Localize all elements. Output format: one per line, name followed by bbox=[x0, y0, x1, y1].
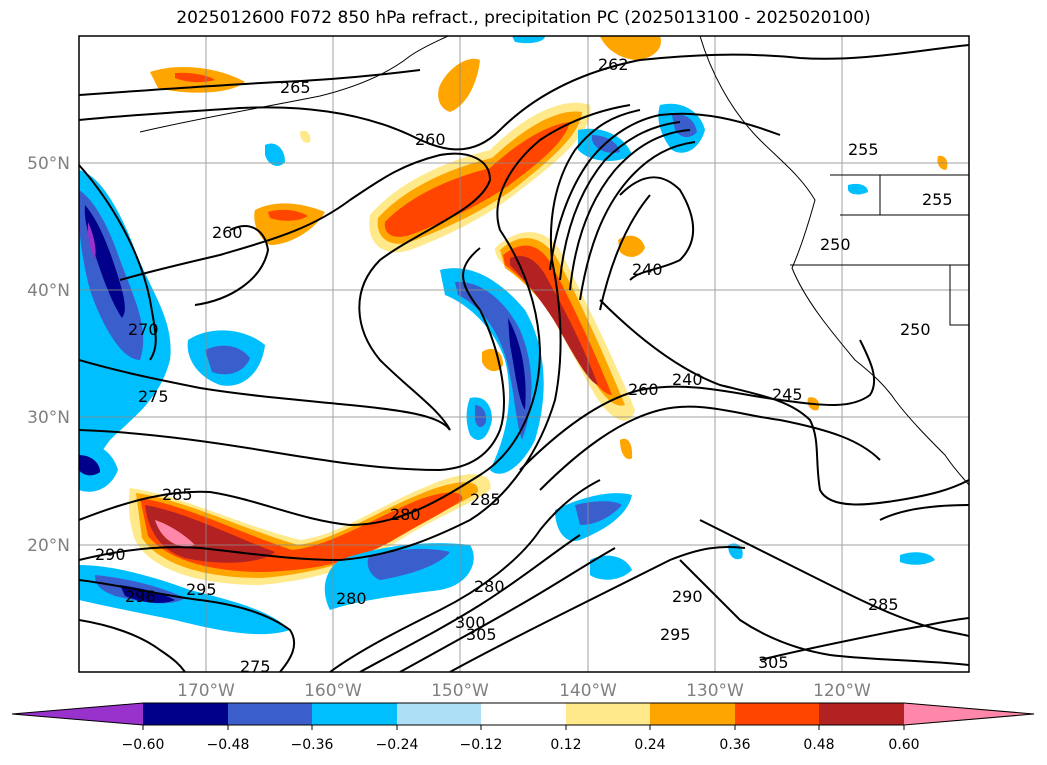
neg-patch-9 bbox=[900, 552, 935, 565]
neg-region-central-core bbox=[508, 318, 526, 410]
colorbar-segment bbox=[566, 703, 650, 725]
colorbar-tick-label: 0.36 bbox=[719, 737, 750, 753]
contour-label: 295 bbox=[186, 580, 217, 599]
pos-patch-10 bbox=[300, 130, 311, 143]
contour-label: 305 bbox=[758, 653, 789, 672]
pos-patch-2 bbox=[438, 58, 480, 112]
colorbar-segment bbox=[143, 703, 228, 725]
lon-axis: 170°W 160°W 150°W 140°W 130°W 120°W bbox=[177, 681, 871, 701]
contour-label: 255 bbox=[922, 190, 953, 209]
contour-label: 285 bbox=[162, 485, 193, 504]
contour-label: 290 bbox=[95, 545, 126, 564]
colorbar-tick-label: −0.48 bbox=[207, 737, 250, 753]
contour-label: 305 bbox=[466, 625, 497, 644]
colorbar-segment bbox=[650, 703, 735, 725]
contour-label: 260 bbox=[212, 223, 243, 242]
contour-label: 296 bbox=[125, 587, 156, 606]
lon-tick-label: 150°W bbox=[431, 681, 489, 701]
pos-region-subtropical-peak bbox=[145, 505, 275, 563]
colorbar: −0.60 −0.48 −0.36 −0.24 −0.12 0.12 0.24 … bbox=[11, 702, 1035, 753]
contour-label: 280 bbox=[336, 589, 367, 608]
contour-label: 285 bbox=[470, 490, 501, 509]
neg-patch-1-inner bbox=[205, 345, 250, 375]
neg-region-west-peak bbox=[87, 222, 96, 258]
contour-label: 280 bbox=[390, 505, 421, 524]
gridlines bbox=[79, 36, 969, 672]
colorbar-tick-label: −0.36 bbox=[291, 737, 334, 753]
lon-tick-label: 170°W bbox=[177, 681, 235, 701]
lat-tick-label: 40°N bbox=[27, 281, 70, 301]
contour-label: 300 bbox=[455, 613, 486, 632]
pos-patch-1-core bbox=[175, 72, 215, 83]
contour-label: 275 bbox=[240, 657, 271, 676]
pos-region-gulf-high bbox=[384, 122, 570, 237]
contour-label: 240 bbox=[632, 260, 663, 279]
neg-patch-8 bbox=[590, 555, 632, 580]
colorbar-segment bbox=[312, 703, 397, 725]
contour-label: 245 bbox=[772, 385, 803, 404]
contour-label: 270 bbox=[128, 320, 159, 339]
lat-tick-label: 30°N bbox=[27, 408, 70, 428]
neg-patch-7 bbox=[512, 36, 545, 44]
colorbar-tick-label: 0.12 bbox=[550, 737, 581, 753]
lat-axis: 50°N 40°N 30°N 20°N bbox=[27, 154, 70, 556]
contour-label: 260 bbox=[415, 130, 446, 149]
plot-frame bbox=[78, 35, 970, 673]
coastlines bbox=[139, 36, 969, 486]
lon-tick-label: 140°W bbox=[559, 681, 617, 701]
contour-label: 295 bbox=[660, 625, 691, 644]
precip-shading bbox=[79, 36, 948, 635]
neg-region-east-inner bbox=[575, 501, 622, 525]
colorbar-segment bbox=[735, 703, 819, 725]
colorbar-tick-label: −0.12 bbox=[460, 737, 503, 753]
colorbar-segment bbox=[397, 703, 481, 725]
contour-label: 260 bbox=[628, 380, 659, 399]
colorbar-tick-label: −0.24 bbox=[376, 737, 419, 753]
colorbar-extend-right bbox=[904, 703, 1034, 725]
pos-patch-3-core bbox=[268, 209, 308, 221]
neg-patch-5-inner bbox=[475, 405, 487, 428]
pos-patch-5 bbox=[618, 235, 645, 257]
contours bbox=[79, 44, 969, 672]
contour-labels: 265 260 260 255 255 250 250 240 240 245 … bbox=[95, 55, 953, 676]
neg-region-central-inner bbox=[455, 281, 532, 440]
contour-label: 265 bbox=[280, 78, 311, 97]
lon-tick-label: 160°W bbox=[304, 681, 362, 701]
contour-label: 275 bbox=[138, 387, 169, 406]
lon-tick-label: 130°W bbox=[686, 681, 744, 701]
contour-label: 240 bbox=[672, 370, 703, 389]
colorbar-tick-label: −0.60 bbox=[122, 737, 165, 753]
colorbar-tick-label: 0.60 bbox=[888, 737, 919, 753]
neg-patch-6-inner bbox=[79, 455, 100, 476]
contour-label: 280 bbox=[474, 577, 505, 596]
neg-region-mid-inner bbox=[367, 548, 450, 580]
neg-patch-10 bbox=[848, 183, 868, 195]
contour-label: 255 bbox=[848, 140, 879, 159]
pos-patch-4 bbox=[600, 36, 661, 60]
chart-title: 2025012600 F072 850 hPa refract., precip… bbox=[176, 8, 871, 28]
colorbar-tick-label: 0.48 bbox=[803, 737, 834, 753]
contour-label: 290 bbox=[672, 587, 703, 606]
colorbar-segment bbox=[228, 703, 312, 725]
colorbar-tick-label: 0.24 bbox=[634, 737, 665, 753]
colorbar-segment bbox=[819, 703, 904, 725]
pos-region-subtropical-max bbox=[155, 520, 195, 547]
colorbar-segment bbox=[481, 703, 566, 725]
pos-patch-7 bbox=[620, 438, 633, 460]
lon-tick-label: 120°W bbox=[813, 681, 871, 701]
neg-patch-4 bbox=[265, 143, 285, 166]
colorbar-extend-left bbox=[12, 703, 143, 725]
contour-label: 262 bbox=[598, 55, 629, 74]
pos-region-diagonal-peak bbox=[510, 256, 598, 385]
lat-tick-label: 50°N bbox=[27, 154, 70, 174]
contour-label: 250 bbox=[900, 320, 931, 339]
lat-tick-label: 20°N bbox=[27, 536, 70, 556]
contour-label: 250 bbox=[820, 235, 851, 254]
contour-label: 285 bbox=[868, 595, 899, 614]
